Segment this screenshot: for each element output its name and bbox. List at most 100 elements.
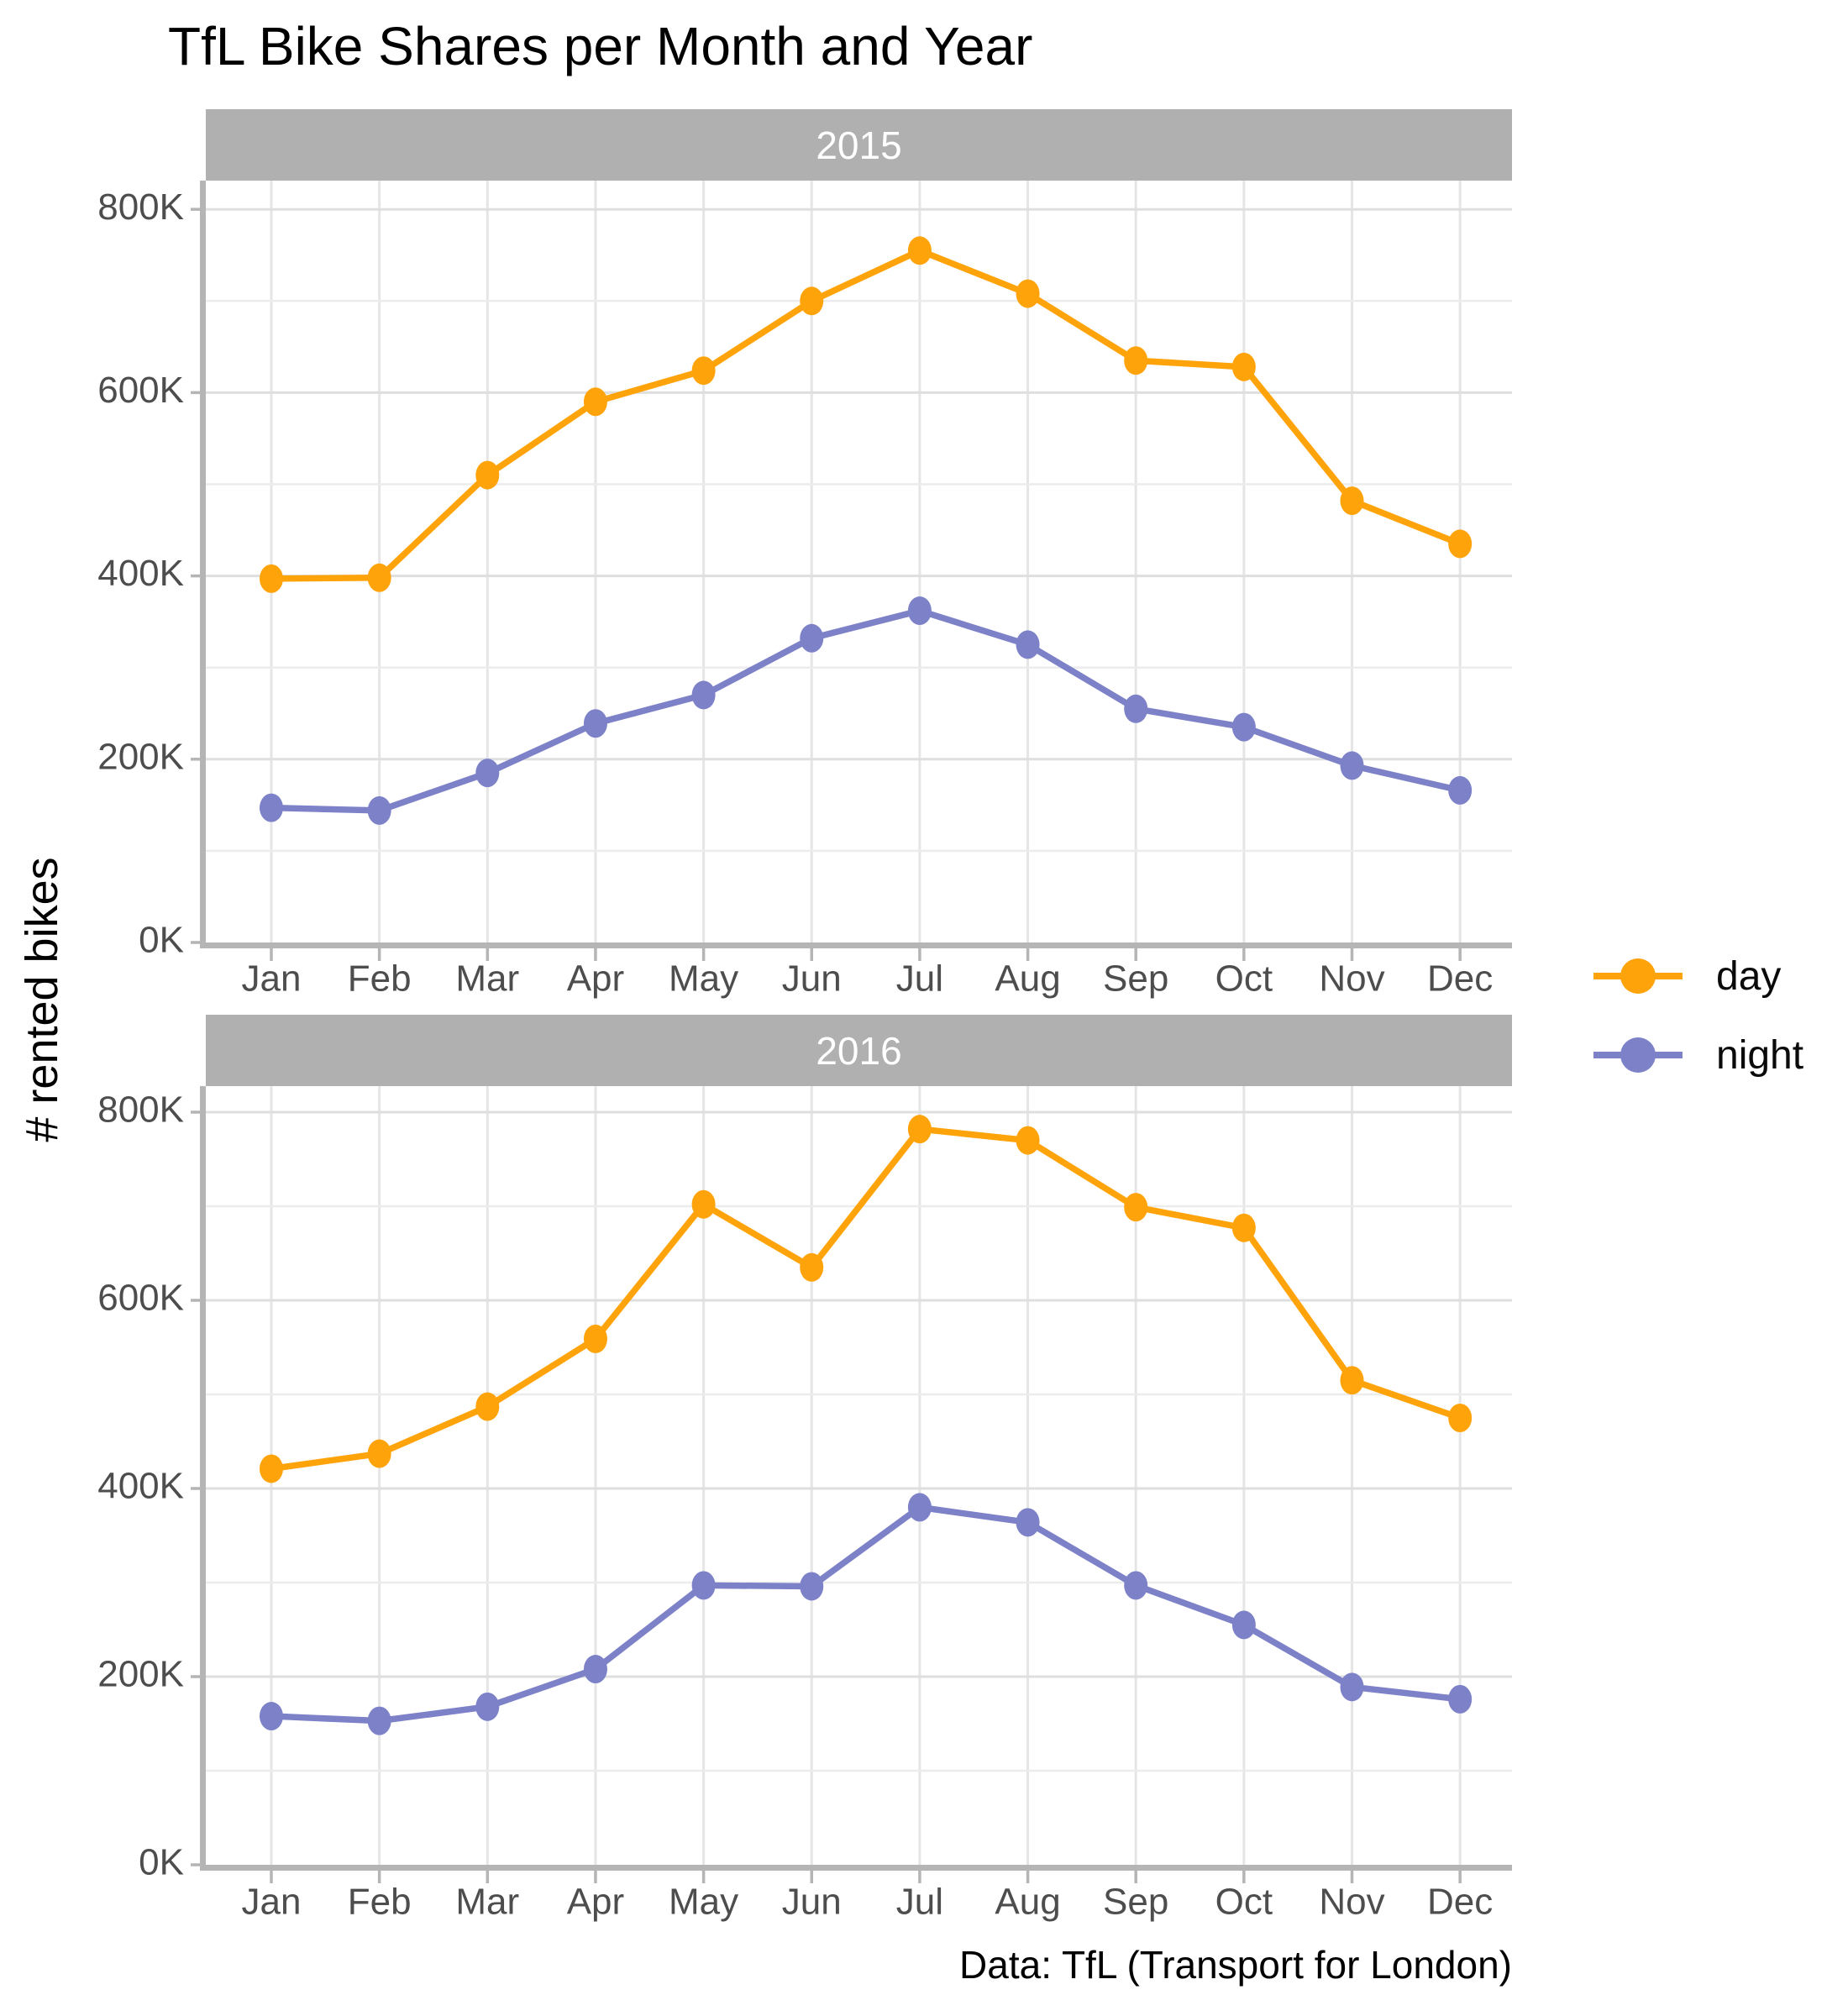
line-2015-day [270, 247, 1462, 582]
x-tick-label: Aug [995, 1882, 1060, 1923]
legend-label-night: night [1716, 1032, 1804, 1078]
line-2015-night [270, 607, 1461, 814]
y-axis-line [200, 181, 206, 948]
point-2015-night-Jun [800, 623, 824, 653]
legend-label-day: day [1716, 953, 1782, 999]
point-2015-night-Sep [1124, 694, 1148, 723]
point-2016-night-Sep [1124, 1571, 1148, 1600]
y-axis-line [200, 1086, 206, 1871]
legend-item-night: night [1592, 1028, 1844, 1082]
point-2015-night-Jul [907, 596, 932, 626]
x-tick-label: Nov [1319, 958, 1384, 1000]
legend-key-day-icon [1593, 958, 1683, 994]
y-axis-title: # rented bikes [17, 857, 67, 1142]
point-2015-day-Jun [800, 286, 824, 316]
point-2015-day-May [691, 356, 716, 386]
point-2016-night-Feb [367, 1706, 391, 1735]
point-2016-day-Jun [800, 1252, 824, 1282]
y-tick-label: 800K [97, 186, 184, 228]
point-2016-day-Apr [583, 1324, 607, 1353]
x-axis-line [200, 942, 1512, 948]
facet-strip-label: 2015 [816, 123, 902, 167]
point-2016-night-Aug [1016, 1508, 1040, 1537]
x-tick-label: Sep [1103, 1882, 1168, 1923]
point-2015-day-Jul [907, 236, 932, 265]
point-2015-day-Mar [475, 460, 500, 490]
point-2016-night-Dec [1448, 1684, 1473, 1714]
x-tick-label: Jan [242, 958, 302, 1000]
x-tick-label: Feb [348, 958, 412, 1000]
line-2016-day [270, 1126, 1462, 1473]
point-2016-day-Jan [260, 1454, 283, 1483]
x-tick-label: May [669, 958, 738, 1000]
point-2015-night-Apr [583, 709, 607, 738]
point-2015-night-Oct [1231, 712, 1256, 742]
point-2016-day-Feb [367, 1439, 391, 1468]
point-2015-day-Nov [1340, 486, 1364, 516]
point-2015-night-Mar [475, 759, 500, 788]
x-tick-label: Feb [348, 1882, 412, 1923]
point-2016-day-Aug [1016, 1126, 1040, 1155]
point-2016-night-Jan [260, 1702, 283, 1731]
panel-background [206, 1086, 1512, 1865]
line-2016-night [270, 1504, 1461, 1725]
chart-title: TfL Bike Shares per Month and Year [168, 16, 1033, 76]
y-tick-label: 0K [139, 1842, 184, 1883]
point-2015-night-Dec [1448, 775, 1473, 805]
y-tick-label: 400K [97, 553, 184, 594]
y-tick-label: 200K [97, 1654, 184, 1695]
x-tick-label: Aug [995, 958, 1060, 1000]
point-2015-day-Apr [583, 387, 607, 417]
point-2016-day-Jul [907, 1115, 932, 1144]
point-2015-day-Aug [1016, 279, 1040, 308]
y-tick-label: 600K [97, 370, 184, 411]
x-tick-label: Sep [1103, 958, 1168, 1000]
point-2016-night-Mar [475, 1692, 500, 1721]
point-2015-day-Dec [1448, 529, 1473, 559]
y-tick-label: 200K [97, 736, 184, 777]
panel-background [206, 181, 1512, 942]
legend: day night [1592, 949, 1844, 1107]
x-tick-label: Jul [896, 958, 943, 1000]
x-tick-label: Dec [1427, 1882, 1493, 1923]
point-2016-night-Apr [583, 1655, 607, 1684]
x-tick-label: Jan [242, 1882, 302, 1923]
point-2015-day-Sep [1124, 346, 1148, 375]
point-2016-night-Jul [907, 1493, 932, 1522]
y-tick-label: 800K [97, 1089, 184, 1131]
point-2016-night-May [691, 1571, 716, 1600]
x-tick-label: May [669, 1882, 738, 1923]
point-2015-night-Jan [260, 793, 283, 822]
point-2015-night-Aug [1016, 630, 1040, 659]
point-2015-day-Feb [367, 563, 391, 592]
x-tick-label: Jul [896, 1882, 943, 1923]
x-tick-label: Oct [1215, 958, 1273, 1000]
point-2015-night-Nov [1340, 751, 1364, 780]
x-tick-label: Mar [455, 1882, 519, 1923]
x-tick-label: Apr [567, 958, 624, 1000]
x-tick-label: Jun [782, 958, 842, 1000]
point-2016-night-Nov [1340, 1672, 1364, 1702]
point-2016-day-Dec [1448, 1404, 1473, 1432]
x-tick-label: Apr [567, 1882, 624, 1923]
x-tick-label: Dec [1427, 958, 1493, 1000]
point-2016-night-Oct [1231, 1610, 1256, 1640]
x-axis-line [200, 1865, 1512, 1871]
point-2016-night-Jun [800, 1572, 824, 1601]
point-2015-day-Jan [260, 564, 283, 593]
y-tick-label: 600K [97, 1278, 184, 1319]
point-2016-day-Sep [1124, 1193, 1148, 1222]
x-tick-label: Jun [782, 1882, 842, 1923]
x-tick-label: Nov [1319, 1882, 1384, 1923]
point-2015-day-Oct [1231, 352, 1256, 381]
caption: Data: TfL (Transport for London) [959, 1943, 1512, 1987]
x-tick-label: Oct [1215, 1882, 1273, 1923]
point-2015-night-May [691, 680, 716, 710]
legend-key-night-icon [1593, 1037, 1683, 1073]
point-2016-day-May [691, 1189, 716, 1219]
y-tick-label: 0K [139, 920, 184, 961]
legend-item-day: day [1592, 949, 1844, 1003]
y-tick-label: 400K [97, 1466, 184, 1507]
facet-strip-2016: 2016 [206, 1015, 1512, 1086]
